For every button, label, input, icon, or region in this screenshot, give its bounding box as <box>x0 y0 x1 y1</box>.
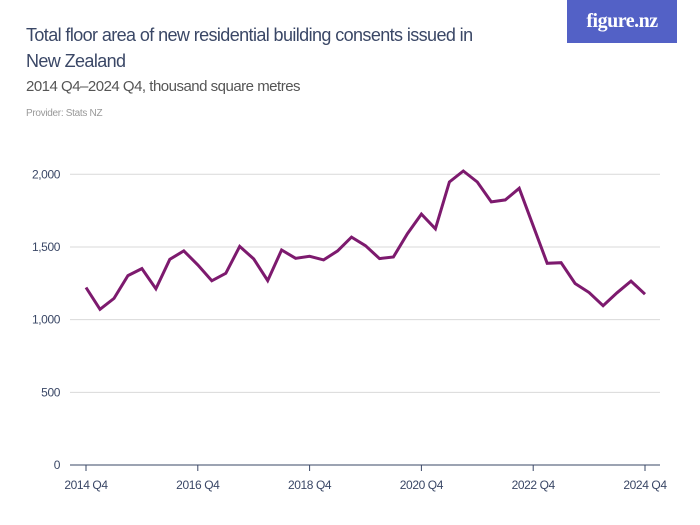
x-tick-label: 2020 Q4 <box>400 478 444 492</box>
chart-title: Total floor area of new residential buil… <box>26 25 473 71</box>
y-tick-label: 500 <box>41 385 61 399</box>
figure-nz-logo[interactable]: figure.nz <box>567 0 677 43</box>
provider-label: Provider: Stats NZ <box>26 108 103 119</box>
x-tick-label: 2016 Q4 <box>176 478 220 492</box>
x-tick-label: 2018 Q4 <box>288 478 332 492</box>
y-tick-label: 1,000 <box>32 313 61 327</box>
x-tick-label: 2024 Q4 <box>623 478 667 492</box>
series-line <box>84 169 647 312</box>
x-tick-label: 2014 Q4 <box>64 478 108 492</box>
chart-subtitle: 2014 Q4–2024 Q4, thousand square metres <box>26 78 301 95</box>
y-tick-label: 2,000 <box>32 167 61 181</box>
y-tick-label: 1,500 <box>32 240 61 254</box>
x-tick-label: 2022 Q4 <box>512 478 556 492</box>
y-tick-label: 0 <box>54 458 61 472</box>
